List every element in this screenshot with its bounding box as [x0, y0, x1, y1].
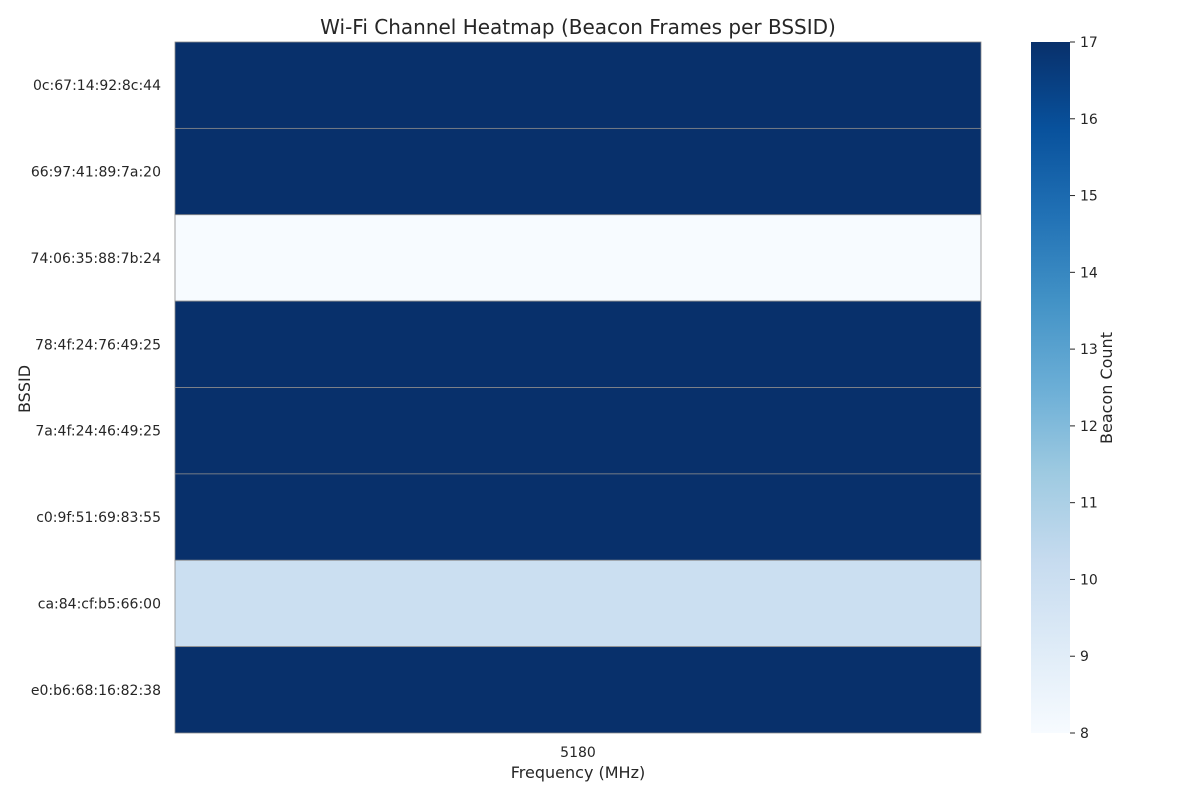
heatmap-cell — [174, 214, 982, 302]
y-tick-label: 66:97:41:89:7a:20 — [31, 165, 161, 181]
colorbar-ticks: 8 9 10 11 12 13 14 15 16 17 — [1070, 35, 1098, 742]
heatmap-cell — [174, 559, 982, 648]
heatmap-cell — [174, 300, 982, 388]
x-tick-label: 5180 — [560, 745, 596, 761]
colorbar-tick-label: 10 — [1080, 572, 1098, 588]
y-tick-label: ca:84:cf:b5:66:00 — [38, 596, 161, 612]
colorbar-tick-label: 15 — [1080, 189, 1098, 205]
colorbar-tick-label: 16 — [1080, 112, 1098, 128]
heatmap-cells — [174, 41, 982, 734]
y-tick-label: 74:06:35:88:7b:24 — [31, 251, 162, 267]
y-tick-label: c0:9f:51:69:83:55 — [36, 510, 161, 526]
heatmap-cell — [174, 387, 982, 475]
colorbar-tick-label: 9 — [1080, 649, 1089, 665]
y-tick-label: 7a:4f:24:46:49:25 — [35, 424, 161, 440]
y-tick-label: 0c:67:14:92:8c:44 — [33, 78, 161, 94]
colorbar-tick-label: 11 — [1080, 496, 1098, 512]
y-tick-labels: 0c:67:14:92:8c:44 66:97:41:89:7a:20 74:06:… — [31, 78, 162, 699]
chart-title: Wi-Fi Channel Heatmap (Beacon Frames per… — [320, 15, 836, 39]
x-tick-labels: 5180 — [560, 745, 596, 761]
y-tick-label: e0:b6:68:16:82:38 — [31, 683, 161, 699]
colorbar-tick-label: 13 — [1080, 342, 1098, 358]
colorbar-tick-label: 12 — [1080, 419, 1098, 435]
colorbar-tick-label: 14 — [1080, 265, 1098, 281]
colorbar-tick-label: 17 — [1080, 35, 1098, 51]
heatmap-cell — [174, 127, 982, 216]
colorbar-label: Beacon Count — [1097, 332, 1116, 444]
heatmap-cell — [174, 646, 982, 734]
y-axis-label: BSSID — [15, 365, 34, 413]
x-axis-label: Frequency (MHz) — [511, 763, 645, 782]
y-tick-label: 78:4f:24:76:49:25 — [35, 337, 161, 353]
heatmap-cell — [174, 473, 982, 561]
colorbar-tick-label: 8 — [1080, 726, 1089, 742]
heatmap-cell — [174, 41, 982, 129]
colorbar — [1031, 42, 1070, 733]
